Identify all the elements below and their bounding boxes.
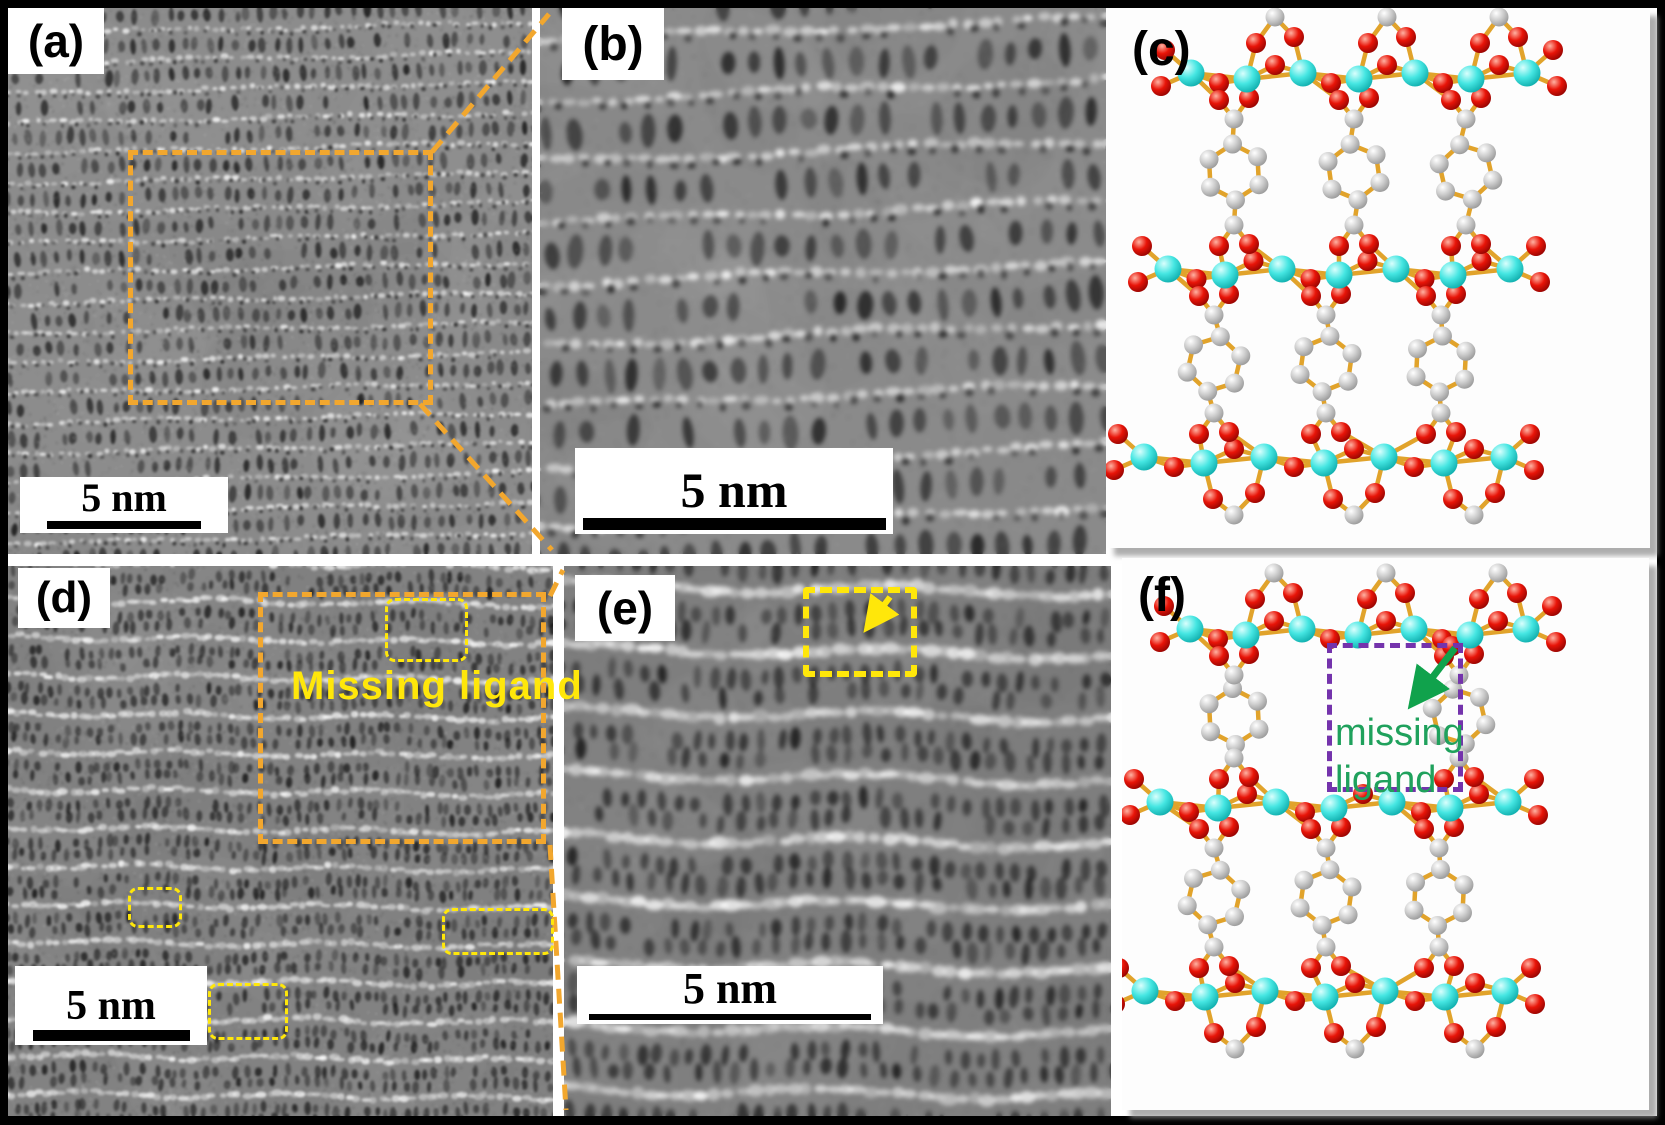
panel-d: (d) Missing ligand 5 nm xyxy=(8,566,582,1116)
scale-bar-label-e: 5 nm xyxy=(682,964,778,1013)
panel-label-chip-d: (d) xyxy=(18,568,110,628)
defect-box-e xyxy=(803,587,917,677)
panel-b: (b) 5 nm xyxy=(540,8,1106,554)
missing-ligand-box-f xyxy=(1327,643,1463,792)
panel-c: (c) xyxy=(1106,8,1650,548)
scale-bar-label-b: 5 nm xyxy=(680,461,788,518)
missing-ligand-label-f-line2: ligand xyxy=(1335,759,1437,801)
panel-f: (f) missing ligand xyxy=(1122,558,1649,1110)
defect-box-d-bottom xyxy=(208,983,288,1040)
scale-bar-line-d xyxy=(32,1030,190,1041)
panel-a: (a) 5 nm xyxy=(8,8,532,554)
scale-bar-label-d: 5 nm xyxy=(66,982,156,1029)
zoom-region-box-a xyxy=(128,150,433,405)
missing-ligand-label-f-line1: missing xyxy=(1335,712,1464,754)
defect-box-d-right xyxy=(442,908,554,955)
missing-ligand-label-f: missing ligand xyxy=(1335,710,1464,804)
panel-label-b: (b) xyxy=(582,17,644,71)
scale-bar-e: 5 nm xyxy=(577,964,883,1024)
molecular-structure-f xyxy=(1122,563,1566,1059)
defect-box-d-left xyxy=(128,887,182,928)
panel-e: (e) 5 nm xyxy=(564,566,1111,1116)
panel-label-f: (f) xyxy=(1138,569,1186,622)
scale-bar-b: 5 nm xyxy=(575,448,893,534)
panel-label-a: (a) xyxy=(27,15,85,67)
scale-bar-line-a xyxy=(47,521,201,529)
panel-label-e: (e) xyxy=(596,582,654,634)
tem-image-e xyxy=(564,566,1111,1116)
panel-label-chip-b: (b) xyxy=(562,8,664,80)
defect-box-d-top xyxy=(385,598,468,662)
scale-bar-line-b xyxy=(582,518,886,530)
molecular-structure-c xyxy=(1106,8,1567,525)
missing-ligand-label-d: Missing ligand xyxy=(291,664,583,708)
panel-label-chip-e: (e) xyxy=(575,575,675,641)
defect-region-box-d xyxy=(258,592,546,844)
scale-bar-line-e xyxy=(589,1014,871,1020)
panel-label-chip-a: (a) xyxy=(8,8,104,74)
scale-bar-d: 5 nm xyxy=(15,966,207,1045)
scale-bar-label-a: 5 nm xyxy=(81,475,167,520)
panel-label-c: (c) xyxy=(1132,23,1191,76)
scale-bar-a: 5 nm xyxy=(20,477,228,533)
panel-label-d: (d) xyxy=(35,573,93,622)
